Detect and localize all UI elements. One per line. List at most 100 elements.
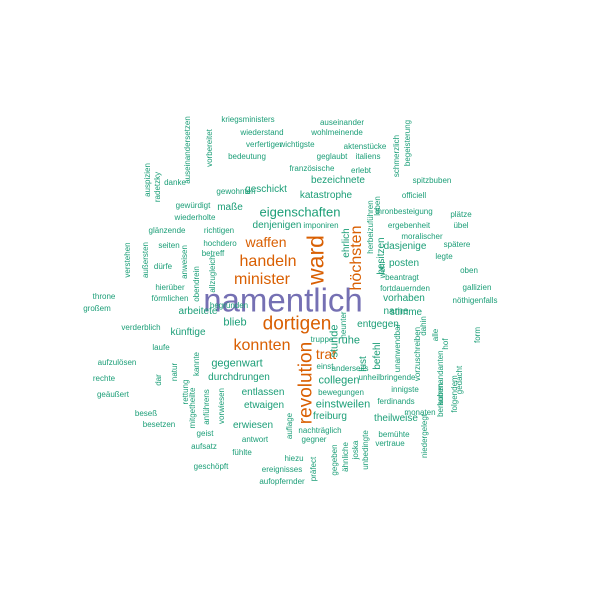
- cloud-word: berauben: [436, 383, 445, 417]
- cloud-word: etwaigen: [243, 400, 285, 411]
- cloud-word: dar: [154, 374, 163, 386]
- cloud-word: mitgetheilte: [188, 387, 197, 429]
- cloud-word: wohl: [378, 261, 387, 279]
- cloud-word: wiederstand: [240, 128, 284, 137]
- cloud-word: befehl: [372, 342, 383, 370]
- cloud-word: anweisen: [180, 245, 189, 279]
- cloud-word: kannte: [192, 351, 201, 377]
- cloud-word: einstweilen: [315, 398, 371, 411]
- cloud-word: begründen: [209, 301, 249, 310]
- cloud-word: bezeichnete: [311, 175, 365, 186]
- cloud-word: richtigen: [203, 226, 235, 235]
- cloud-word: oben: [460, 266, 478, 275]
- cloud-word: gegenwart: [211, 357, 263, 370]
- cloud-word: imponiren: [303, 221, 339, 230]
- cloud-word: heunter: [339, 311, 348, 339]
- cloud-word: entgegen: [357, 319, 399, 330]
- cloud-word: laufe: [152, 343, 170, 352]
- cloud-word: gegner: [301, 435, 327, 444]
- cloud-word: geschöpft: [193, 462, 229, 471]
- cloud-word: beantragt: [385, 273, 419, 282]
- cloud-word: plätze: [450, 210, 472, 219]
- cloud-word: joska: [351, 440, 360, 460]
- cloud-word: französische: [289, 164, 335, 173]
- cloud-word: verfertiger: [245, 140, 283, 149]
- cloud-word: leben: [373, 196, 382, 216]
- cloud-word: italiens: [355, 152, 381, 161]
- cloud-word: truppe: [310, 335, 334, 344]
- cloud-word: geschickt: [245, 184, 287, 195]
- cloud-word: entlassen: [241, 387, 285, 398]
- cloud-word: künftige: [170, 327, 206, 338]
- cloud-word: aufopfernder: [259, 477, 305, 486]
- cloud-word: verderblich: [121, 323, 161, 332]
- cloud-word: rechte: [92, 374, 116, 383]
- cloud-word: stimme: [389, 307, 423, 318]
- cloud-word: niedergelegt: [420, 413, 429, 459]
- cloud-word: dasjenige: [383, 241, 427, 252]
- cloud-word: allzugleich: [208, 255, 217, 293]
- cloud-word: natur: [170, 362, 179, 382]
- cloud-word: außersten: [141, 241, 150, 279]
- cloud-word: hof: [441, 338, 450, 350]
- cloud-word: ward: [302, 235, 329, 285]
- cloud-word: gegeben: [330, 444, 339, 476]
- cloud-word: gewohnten: [216, 187, 256, 196]
- cloud-word: theilweise: [374, 413, 418, 424]
- cloud-word: erwiesen: [232, 420, 274, 431]
- cloud-word: vorbereitet: [205, 129, 214, 167]
- cloud-word: großem: [83, 304, 111, 313]
- cloud-word: gewürdigt: [175, 201, 211, 210]
- cloud-word: namentlich: [203, 281, 363, 319]
- cloud-word: nachträglich: [298, 426, 342, 435]
- cloud-word: innigste: [391, 385, 419, 394]
- cloud-word: denjenigen: [252, 220, 302, 231]
- cloud-word: auseinandersetzen: [183, 116, 192, 184]
- cloud-word: einst: [316, 362, 334, 371]
- cloud-word: throne: [92, 292, 116, 301]
- cloud-word: beseß: [134, 409, 158, 418]
- cloud-word: hiezu: [284, 454, 304, 463]
- cloud-word: dortigen: [262, 313, 332, 335]
- cloud-word: trat: [315, 346, 337, 362]
- cloud-word: posten: [388, 258, 420, 269]
- cloud-word: aufsatz: [191, 442, 217, 451]
- cloud-word: freiburg: [313, 411, 347, 422]
- cloud-word: obendrein: [192, 266, 201, 302]
- cloud-word: wichtigste: [279, 140, 315, 149]
- cloud-word: präfect: [309, 456, 318, 482]
- cloud-word: moralischer: [401, 232, 443, 241]
- cloud-word: erlebt: [350, 166, 372, 175]
- cloud-word: verstehen: [123, 242, 132, 278]
- cloud-word: durchdrungen: [208, 372, 270, 383]
- cloud-word: auspizien: [143, 163, 152, 197]
- cloud-word: auseinander: [319, 118, 365, 127]
- cloud-word: bedeutung: [228, 152, 266, 161]
- cloud-word: glänzende: [148, 226, 186, 235]
- cloud-word: name: [383, 306, 409, 317]
- cloud-word: anführens: [202, 389, 211, 425]
- cloud-word: förmlichen: [151, 294, 189, 303]
- cloud-word: hierüber: [155, 283, 185, 292]
- cloud-word: maße: [217, 202, 243, 213]
- cloud-word: besetzen: [142, 420, 176, 429]
- cloud-word: form: [473, 327, 482, 343]
- cloud-word: aktenstücke: [343, 142, 387, 151]
- cloud-word: ähnliche: [341, 442, 350, 472]
- cloud-word: danke: [164, 178, 186, 187]
- cloud-word: radetzky: [153, 171, 162, 203]
- cloud-word: hochdero: [203, 239, 237, 248]
- cloud-word: arbeitete: [178, 306, 218, 317]
- cloud-word: ehrlich: [341, 228, 352, 258]
- cloud-word: officiell: [401, 191, 427, 200]
- cloud-word: blieb: [223, 316, 247, 329]
- cloud-word: fortdauernden: [380, 284, 430, 293]
- cloud-word: eigenschaften: [259, 204, 341, 220]
- cloud-word: betreff: [201, 249, 225, 258]
- cloud-word: gallizien: [462, 283, 492, 292]
- cloud-word: ergebenheit: [387, 221, 431, 230]
- cloud-word: legte: [435, 252, 453, 261]
- cloud-word: geist: [196, 429, 214, 438]
- cloud-word: spitzbuben: [412, 176, 452, 185]
- cloud-word: alle: [431, 328, 440, 342]
